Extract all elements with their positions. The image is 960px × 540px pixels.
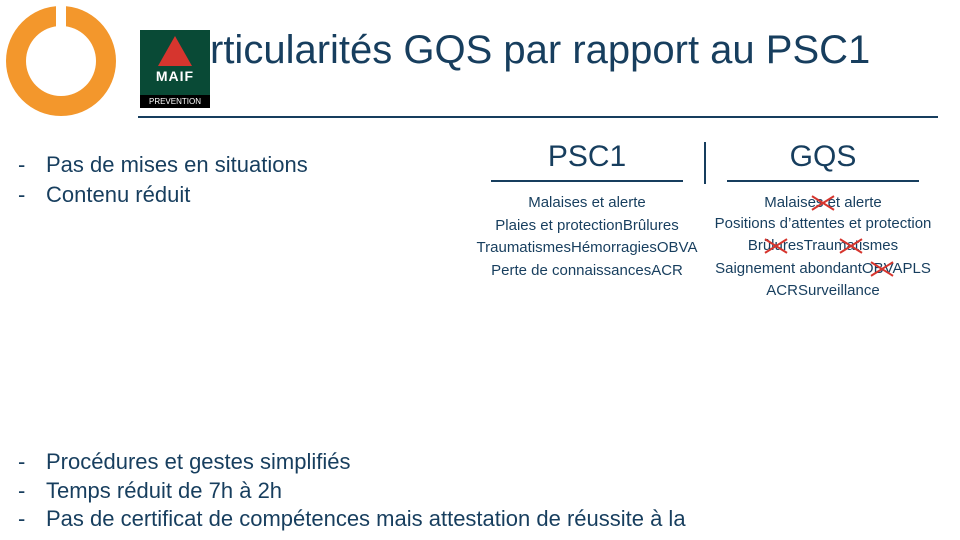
list-item: Traumatismes — [804, 238, 898, 255]
bullet-bot-2: Temps réduit de 7h à 2h — [46, 477, 282, 506]
list-item: ACR — [651, 262, 683, 279]
col-gqs: GQS Malaises et alerte Positions d’attent… — [706, 140, 940, 303]
bullet-top-2: Contenu réduit — [46, 180, 190, 210]
list-item: Plaies et protection — [495, 217, 623, 234]
list-item: Traumatismes — [477, 239, 571, 256]
slide-root: MAIF PREVENTION rticularités GQS par rap… — [0, 0, 960, 540]
list-item: Hémorragies — [571, 239, 657, 256]
list-item: Brûlures — [748, 238, 804, 255]
bullets-bottom: -Procédures et gestes simplifiés -Temps … — [18, 448, 944, 534]
maif-brand-text: MAIF — [156, 68, 194, 84]
bullets-top: -Pas de mises en situations -Contenu réd… — [18, 150, 438, 209]
title-underline — [138, 116, 938, 118]
bullet-bot-1: Procédures et gestes simplifiés — [46, 448, 350, 477]
psc1-header: PSC1 — [548, 140, 626, 174]
list-item: Saignement abondant — [715, 260, 862, 277]
list-item: Malaises et alerte — [764, 195, 882, 212]
bullet-bot-3: Pas de certificat de compétences mais at… — [46, 505, 686, 534]
gqs-header: GQS — [790, 140, 857, 174]
maif-sub-text: PREVENTION — [140, 95, 210, 108]
page-title: rticularités GQS par rapport au PSC1 — [210, 28, 870, 73]
list-item: PLS — [903, 260, 931, 277]
col-psc1: PSC1 Malaises et alerte Plaies et protect… — [470, 140, 704, 303]
list-item: Malaises et alerte — [528, 194, 646, 211]
psc1-items: Malaises et alerte Plaies et protectionBr… — [470, 192, 704, 282]
gqs-items: Malaises et alerte Positions d’attentes e… — [706, 192, 940, 303]
list-item: Perte de connaissances — [491, 262, 651, 279]
comparison-columns: PSC1 Malaises et alerte Plaies et protect… — [470, 140, 940, 303]
org-ring-logo — [6, 6, 116, 116]
list-item: Surveillance — [798, 282, 880, 299]
list-item: OBVA — [862, 261, 903, 278]
triangle-icon — [158, 36, 192, 66]
bullet-top-1: Pas de mises en situations — [46, 150, 308, 180]
list-item: ACR — [766, 282, 798, 299]
list-item: OBVA — [657, 239, 698, 256]
list-item: Brûlures — [623, 217, 679, 234]
maif-logo: MAIF PREVENTION — [140, 30, 210, 108]
list-item: Positions d’attentes et protection — [715, 215, 932, 232]
